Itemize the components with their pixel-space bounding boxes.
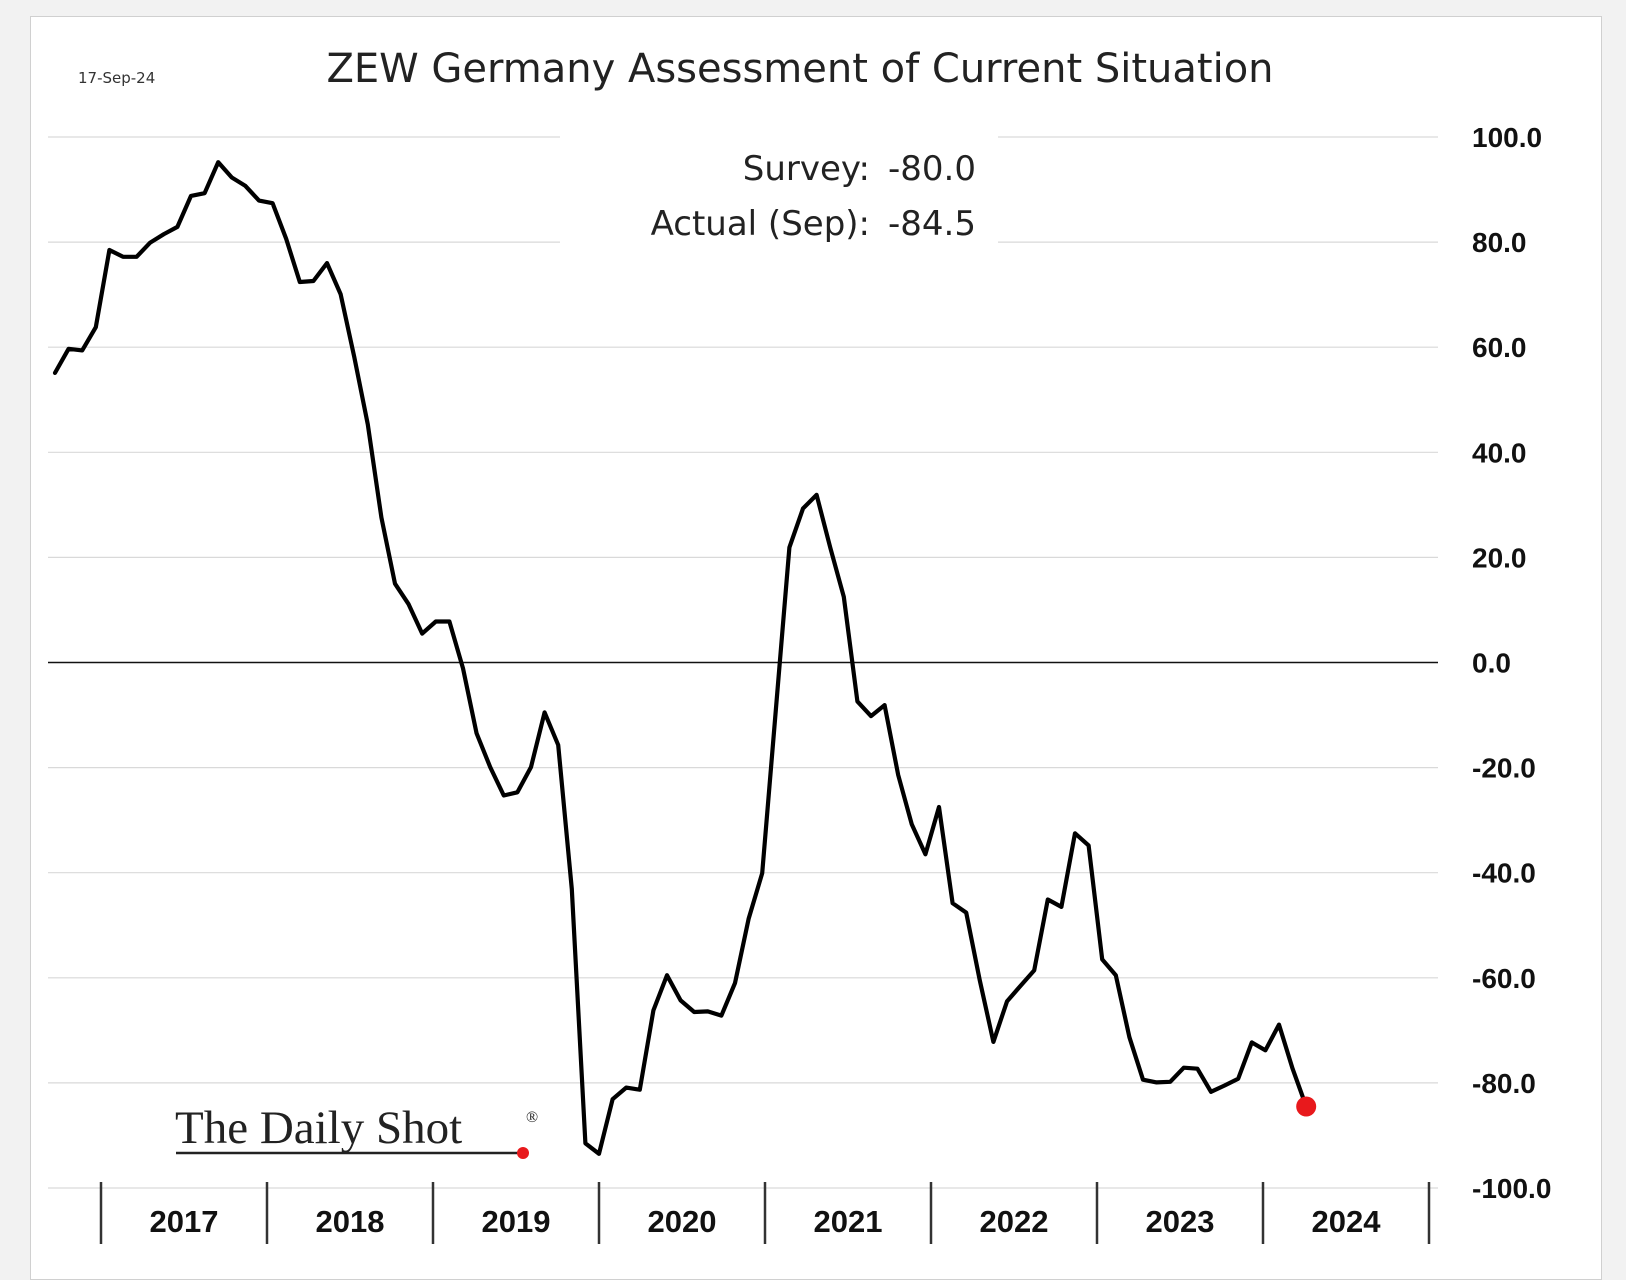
y-axis-tick-labels: 100.0 80.0 60.0 40.0 20.0 0.0 -20.0 -40.0 -60.0 -…: [1472, 122, 1551, 1204]
y-tick-label: 0.0: [1472, 648, 1511, 679]
x-tick-label: 2021: [814, 1204, 883, 1239]
x-axis: 2017 2018 2019 2020 2021 2022 2023 2024: [99, 1182, 1431, 1244]
gridlines: [48, 136, 1438, 1189]
chart-title: ZEW Germany Assessment of Current Situat…: [326, 46, 1273, 92]
x-tick-label: 2017: [150, 1204, 219, 1239]
x-tick-label: 2018: [316, 1204, 385, 1239]
date-stamp: 17-Sep-24: [78, 69, 155, 87]
y-tick-label: -20.0: [1472, 753, 1536, 784]
y-tick-label: -100.0: [1472, 1173, 1551, 1204]
actual-label: Actual (Sep):: [651, 204, 870, 244]
brand-registered-mark: ®: [526, 1109, 538, 1126]
brand-red-dot: [517, 1147, 529, 1159]
series-line: [52, 160, 1309, 1156]
brand-logo: The Daily Shot ®: [175, 1102, 538, 1159]
x-tick-label: 2022: [980, 1204, 1049, 1239]
y-tick-label: -40.0: [1472, 858, 1536, 889]
data-points: [53, 160, 1308, 1156]
y-tick-label: 20.0: [1472, 542, 1527, 573]
x-tick-label: 2019: [482, 1204, 551, 1239]
x-tick-label: 2020: [648, 1204, 717, 1239]
survey-label: Survey:: [743, 149, 870, 189]
y-tick-label: 60.0: [1472, 332, 1527, 363]
y-tick-label: 100.0: [1472, 122, 1542, 153]
survey-value: -80.0: [888, 149, 976, 189]
actual-value: -84.5: [888, 204, 976, 244]
x-tick-label: 2023: [1146, 1204, 1215, 1239]
annotation-background: [560, 128, 998, 254]
latest-value-marker: [1296, 1096, 1317, 1117]
y-tick-label: 80.0: [1472, 227, 1527, 258]
y-tick-label: -80.0: [1472, 1068, 1536, 1099]
x-tick-label: 2024: [1312, 1204, 1382, 1239]
brand-text: The Daily Shot: [175, 1102, 462, 1154]
y-tick-label: -60.0: [1472, 963, 1536, 994]
y-tick-label: 40.0: [1472, 437, 1527, 468]
